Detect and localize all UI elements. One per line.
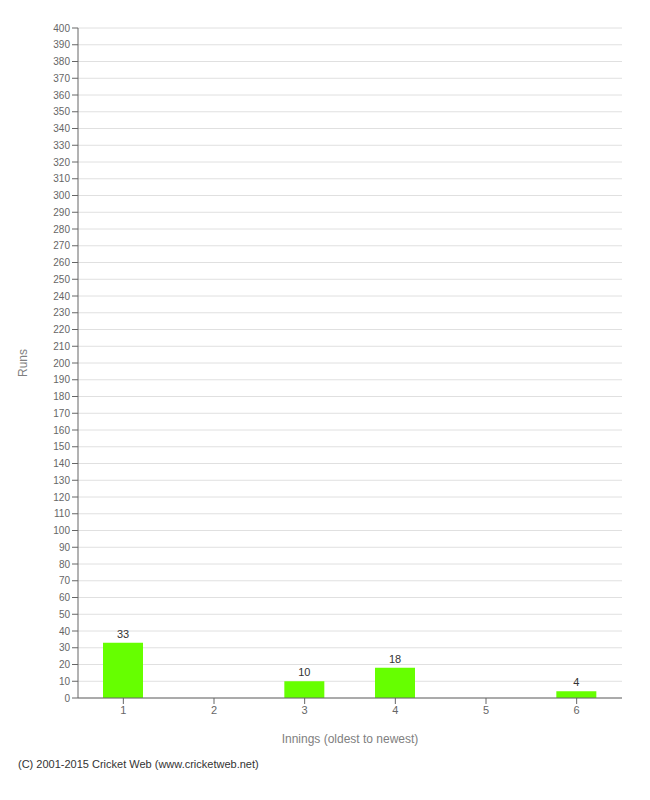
svg-text:Innings (oldest to newest): Innings (oldest to newest) [282, 732, 419, 746]
svg-text:70: 70 [59, 575, 71, 586]
svg-text:130: 130 [53, 475, 70, 486]
svg-text:340: 340 [53, 123, 70, 134]
svg-text:3: 3 [302, 704, 308, 716]
svg-text:220: 220 [53, 324, 70, 335]
svg-text:4: 4 [573, 676, 579, 688]
svg-text:18: 18 [389, 653, 401, 665]
svg-text:1: 1 [120, 704, 126, 716]
svg-text:4: 4 [392, 704, 398, 716]
svg-text:190: 190 [53, 374, 70, 385]
svg-text:300: 300 [53, 190, 70, 201]
svg-text:80: 80 [59, 559, 71, 570]
svg-text:230: 230 [53, 307, 70, 318]
svg-text:50: 50 [59, 609, 71, 620]
svg-text:180: 180 [53, 391, 70, 402]
svg-text:100: 100 [53, 525, 70, 536]
svg-text:200: 200 [53, 358, 70, 369]
svg-text:280: 280 [53, 224, 70, 235]
svg-text:150: 150 [53, 441, 70, 452]
svg-text:140: 140 [53, 458, 70, 469]
svg-text:160: 160 [53, 425, 70, 436]
svg-text:290: 290 [53, 207, 70, 218]
svg-text:330: 330 [53, 140, 70, 151]
svg-text:370: 370 [53, 73, 70, 84]
svg-text:10: 10 [59, 676, 71, 687]
svg-text:210: 210 [53, 341, 70, 352]
svg-text:270: 270 [53, 240, 70, 251]
svg-text:20: 20 [59, 659, 71, 670]
svg-text:360: 360 [53, 90, 70, 101]
svg-text:90: 90 [59, 542, 71, 553]
svg-text:390: 390 [53, 39, 70, 50]
svg-text:380: 380 [53, 56, 70, 67]
html-text:(C) 2001-2015 Cricket Web (www: (C) 2001-2015 Cricket Web (www.cricketwe… [18, 758, 259, 770]
svg-text:Runs: Runs [16, 349, 30, 377]
svg-text:40: 40 [59, 626, 71, 637]
svg-text:10: 10 [298, 666, 310, 678]
svg-text:310: 310 [53, 173, 70, 184]
svg-text:30: 30 [59, 642, 71, 653]
svg-text:120: 120 [53, 492, 70, 503]
svg-text:60: 60 [59, 592, 71, 603]
svg-text:170: 170 [53, 408, 70, 419]
svg-text:320: 320 [53, 157, 70, 168]
svg-text:260: 260 [53, 257, 70, 268]
svg-text:250: 250 [53, 274, 70, 285]
svg-text:350: 350 [53, 106, 70, 117]
svg-text:6: 6 [574, 704, 580, 716]
svg-text:33: 33 [117, 628, 129, 640]
svg-text:5: 5 [483, 704, 489, 716]
svg-text:240: 240 [53, 291, 70, 302]
svg-text:2: 2 [211, 704, 217, 716]
svg-text:110: 110 [54, 508, 70, 519]
svg-text:400: 400 [53, 23, 70, 34]
svg-text:0: 0 [64, 693, 70, 704]
